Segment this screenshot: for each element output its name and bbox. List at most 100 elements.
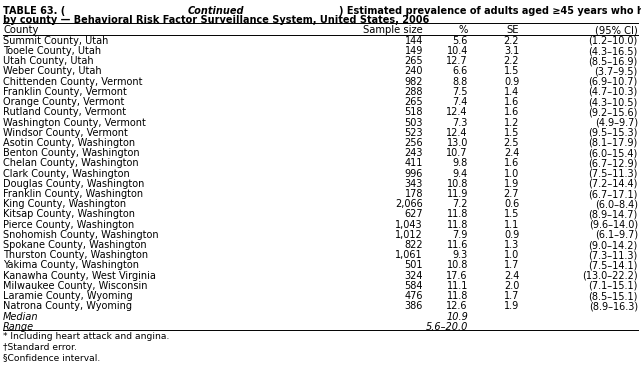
Text: 1.5: 1.5 bbox=[504, 210, 519, 219]
Text: 584: 584 bbox=[404, 281, 423, 291]
Text: 1,043: 1,043 bbox=[395, 219, 423, 230]
Text: Benton County, Washington: Benton County, Washington bbox=[3, 148, 140, 158]
Text: 2.2: 2.2 bbox=[504, 36, 519, 46]
Text: County: County bbox=[3, 25, 38, 35]
Text: 982: 982 bbox=[404, 77, 423, 87]
Text: (13.0–22.2): (13.0–22.2) bbox=[582, 271, 638, 281]
Text: * Including heart attack and angina.: * Including heart attack and angina. bbox=[3, 331, 170, 341]
Text: (4.3–10.5): (4.3–10.5) bbox=[588, 97, 638, 107]
Text: 9.3: 9.3 bbox=[453, 250, 468, 260]
Text: 11.8: 11.8 bbox=[447, 210, 468, 219]
Text: 1.6: 1.6 bbox=[504, 107, 519, 117]
Text: (8.5–16.9): (8.5–16.9) bbox=[588, 56, 638, 66]
Text: Median: Median bbox=[3, 312, 38, 322]
Text: 1.3: 1.3 bbox=[504, 240, 519, 250]
Text: (95% CI): (95% CI) bbox=[595, 25, 638, 35]
Text: 12.7: 12.7 bbox=[446, 56, 468, 66]
Text: Spokane County, Washington: Spokane County, Washington bbox=[3, 240, 147, 250]
Text: (4.3–16.5): (4.3–16.5) bbox=[588, 46, 638, 56]
Text: 0.6: 0.6 bbox=[504, 199, 519, 209]
Text: Franklin County, Vermont: Franklin County, Vermont bbox=[3, 87, 127, 97]
Text: 9.4: 9.4 bbox=[453, 168, 468, 179]
Text: 1.1: 1.1 bbox=[504, 219, 519, 230]
Text: Utah County, Utah: Utah County, Utah bbox=[3, 56, 94, 66]
Text: 13.0: 13.0 bbox=[447, 138, 468, 148]
Text: 288: 288 bbox=[404, 87, 423, 97]
Text: (6.0–8.4): (6.0–8.4) bbox=[595, 199, 638, 209]
Text: 265: 265 bbox=[404, 97, 423, 107]
Text: 476: 476 bbox=[404, 291, 423, 301]
Text: (8.1–17.9): (8.1–17.9) bbox=[588, 138, 638, 148]
Text: (7.5–14.1): (7.5–14.1) bbox=[588, 261, 638, 271]
Text: Pierce County, Washington: Pierce County, Washington bbox=[3, 219, 135, 230]
Text: Windsor County, Vermont: Windsor County, Vermont bbox=[3, 128, 128, 138]
Text: 0.9: 0.9 bbox=[504, 230, 519, 240]
Text: 822: 822 bbox=[404, 240, 423, 250]
Text: TABLE 63. (: TABLE 63. ( bbox=[3, 6, 65, 16]
Text: Washington County, Vermont: Washington County, Vermont bbox=[3, 117, 146, 128]
Text: (7.5–11.3): (7.5–11.3) bbox=[588, 168, 638, 179]
Text: (9.6–14.0): (9.6–14.0) bbox=[588, 219, 638, 230]
Text: 1.9: 1.9 bbox=[504, 301, 519, 311]
Text: 1.9: 1.9 bbox=[504, 179, 519, 189]
Text: 518: 518 bbox=[404, 107, 423, 117]
Text: 411: 411 bbox=[404, 158, 423, 168]
Text: 3.1: 3.1 bbox=[504, 46, 519, 56]
Text: (6.7–12.9): (6.7–12.9) bbox=[588, 158, 638, 168]
Text: (6.1–9.7): (6.1–9.7) bbox=[595, 230, 638, 240]
Text: 1.0: 1.0 bbox=[504, 168, 519, 179]
Text: Douglas County, Washington: Douglas County, Washington bbox=[3, 179, 145, 189]
Text: Summit County, Utah: Summit County, Utah bbox=[3, 36, 108, 46]
Text: King County, Washington: King County, Washington bbox=[3, 199, 126, 209]
Text: Natrona County, Wyoming: Natrona County, Wyoming bbox=[3, 301, 132, 311]
Text: 7.2: 7.2 bbox=[453, 199, 468, 209]
Text: 256: 256 bbox=[404, 138, 423, 148]
Text: (8.9–16.3): (8.9–16.3) bbox=[588, 301, 638, 311]
Text: (9.0–14.2): (9.0–14.2) bbox=[588, 240, 638, 250]
Text: Weber County, Utah: Weber County, Utah bbox=[3, 66, 102, 77]
Text: 1.6: 1.6 bbox=[504, 97, 519, 107]
Text: 12.6: 12.6 bbox=[446, 301, 468, 311]
Text: Chelan County, Washington: Chelan County, Washington bbox=[3, 158, 139, 168]
Text: 10.7: 10.7 bbox=[446, 148, 468, 158]
Text: Laramie County, Wyoming: Laramie County, Wyoming bbox=[3, 291, 133, 301]
Text: (3.7–9.5): (3.7–9.5) bbox=[595, 66, 638, 77]
Text: 1,061: 1,061 bbox=[395, 250, 423, 260]
Text: 11.8: 11.8 bbox=[447, 291, 468, 301]
Text: 7.3: 7.3 bbox=[453, 117, 468, 128]
Text: §Confidence interval.: §Confidence interval. bbox=[3, 353, 101, 362]
Text: †Standard error.: †Standard error. bbox=[3, 342, 77, 351]
Text: Chittenden County, Vermont: Chittenden County, Vermont bbox=[3, 77, 143, 87]
Text: Franklin County, Washington: Franklin County, Washington bbox=[3, 189, 144, 199]
Text: 5.6–20.0: 5.6–20.0 bbox=[426, 322, 468, 332]
Text: 5.6: 5.6 bbox=[453, 36, 468, 46]
Text: (4.7–10.3): (4.7–10.3) bbox=[588, 87, 638, 97]
Text: 12.4: 12.4 bbox=[446, 107, 468, 117]
Text: 0.9: 0.9 bbox=[504, 77, 519, 87]
Text: 17.6: 17.6 bbox=[446, 271, 468, 281]
Text: 1.5: 1.5 bbox=[504, 66, 519, 77]
Text: (6.7–17.1): (6.7–17.1) bbox=[588, 189, 638, 199]
Text: (7.3–11.3): (7.3–11.3) bbox=[588, 250, 638, 260]
Text: 2.5: 2.5 bbox=[504, 138, 519, 148]
Text: Thurston County, Washington: Thurston County, Washington bbox=[3, 250, 148, 260]
Text: 1.7: 1.7 bbox=[504, 291, 519, 301]
Text: (9.5–15.3): (9.5–15.3) bbox=[588, 128, 638, 138]
Text: 2,066: 2,066 bbox=[395, 199, 423, 209]
Text: 1,012: 1,012 bbox=[395, 230, 423, 240]
Text: 2.2: 2.2 bbox=[504, 56, 519, 66]
Text: (9.2–15.6): (9.2–15.6) bbox=[588, 107, 638, 117]
Text: 149: 149 bbox=[404, 46, 423, 56]
Text: Yakima County, Washington: Yakima County, Washington bbox=[3, 261, 139, 271]
Text: Milwaukee County, Wisconsin: Milwaukee County, Wisconsin bbox=[3, 281, 147, 291]
Text: (7.2–14.4): (7.2–14.4) bbox=[588, 179, 638, 189]
Text: 1.4: 1.4 bbox=[504, 87, 519, 97]
Text: (4.9–9.7): (4.9–9.7) bbox=[595, 117, 638, 128]
Text: 2.4: 2.4 bbox=[504, 148, 519, 158]
Text: 8.8: 8.8 bbox=[453, 77, 468, 87]
Text: (8.5–15.1): (8.5–15.1) bbox=[588, 291, 638, 301]
Text: Clark County, Washington: Clark County, Washington bbox=[3, 168, 130, 179]
Text: 265: 265 bbox=[404, 56, 423, 66]
Text: 240: 240 bbox=[404, 66, 423, 77]
Text: Tooele County, Utah: Tooele County, Utah bbox=[3, 46, 101, 56]
